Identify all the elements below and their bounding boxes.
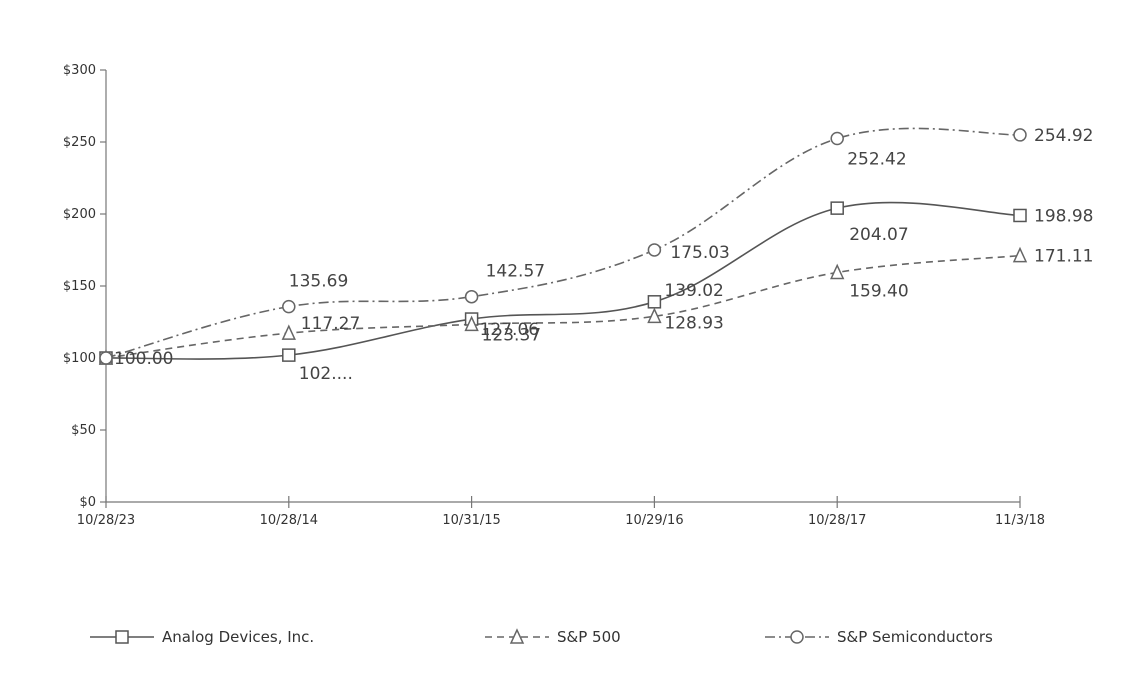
series-2-point-2: [464, 289, 479, 304]
series-2-point-0: [99, 351, 113, 365]
data-label-series-0-point-2: 127.06: [480, 320, 539, 340]
x-tick-label: 10/28/17: [808, 513, 866, 528]
data-label-series-1-point-4: 159.40: [849, 281, 908, 301]
legend-marker-1: [509, 628, 525, 644]
data-label-series-0-point-4: 204.07: [849, 225, 908, 245]
series-2-point-1: [282, 299, 296, 314]
series-1-point-3: [647, 307, 662, 324]
series-line-2: [105, 127, 1021, 359]
series-2-point-5: [1013, 128, 1027, 142]
legend-label-1: S&P 500: [557, 628, 621, 646]
legend-marker-0: [115, 630, 129, 644]
series-lines: [105, 127, 1021, 360]
data-label-series-1-point-2: 123.37: [482, 325, 541, 345]
series-2-point-4: [830, 131, 844, 146]
x-tick-label: 10/28/23: [77, 513, 135, 528]
legend-marker-2: [790, 630, 804, 644]
y-tick-label: $50: [71, 423, 96, 438]
data-label-series-1-point-1: 117.27: [301, 314, 360, 334]
y-tick-label: $150: [63, 279, 96, 294]
legend: Analog Devices, Inc. S&P 500 S&P Semicondu…: [90, 628, 993, 646]
legend-label-0: Analog Devices, Inc.: [162, 628, 314, 646]
series-1-point-4: [830, 263, 845, 280]
y-tick-label: $0: [79, 495, 96, 510]
series-0-point-1: [282, 348, 296, 362]
x-tick-label: 10/29/16: [625, 513, 683, 528]
series-0-point-5: [1013, 208, 1027, 223]
y-tick-label: $100: [63, 351, 96, 366]
y-tick-label: $200: [63, 207, 96, 222]
data-label-series-0-point-0: 100.00: [114, 349, 173, 369]
data-label-series-2-point-1: 135.69: [289, 272, 348, 292]
series-1-point-1: [281, 324, 296, 340]
data-label-series-1-point-3: 128.93: [664, 313, 723, 333]
series-line-0: [105, 201, 1021, 360]
data-label-series-2-point-2: 142.57: [486, 262, 545, 282]
legend-label-2: S&P Semiconductors: [837, 628, 993, 646]
data-label-series-0-point-3: 139.02: [664, 281, 723, 301]
series-markers: [98, 128, 1028, 365]
series-2-point-3: [647, 243, 662, 257]
data-label-series-2-point-5: 254.92: [1034, 126, 1093, 146]
y-ticks: $0 $50 $100 $150 $200 $250 $300: [63, 63, 106, 510]
x-tick-label: 10/31/15: [442, 513, 500, 528]
data-label-series-0-point-1: 102....: [299, 364, 353, 384]
y-tick-label: $300: [63, 63, 96, 78]
x-tick-label: 10/28/14: [260, 513, 318, 528]
series-1-point-2: [464, 315, 479, 332]
series-0-point-4: [830, 201, 844, 215]
data-label-series-0-point-5: 198.98: [1034, 206, 1093, 226]
data-label-series-2-point-4: 252.42: [847, 150, 906, 170]
series-1-point-5: [1012, 246, 1028, 263]
series-line-1: [105, 254, 1021, 359]
y-tick-label: $250: [63, 135, 96, 150]
data-labels: 100.00 102.... 127.06 139.02 204.07 198.98 117…: [114, 126, 1093, 384]
data-label-series-2-point-3: 175.03: [670, 243, 729, 263]
x-ticks: 10/28/23 10/28/14 10/31/15 10/29/16 10/28/17…: [77, 496, 1045, 528]
x-tick-label: 11/3/18: [995, 513, 1045, 528]
data-label-series-1-point-5: 171.11: [1034, 247, 1093, 267]
series-0-point-3: [647, 295, 662, 309]
